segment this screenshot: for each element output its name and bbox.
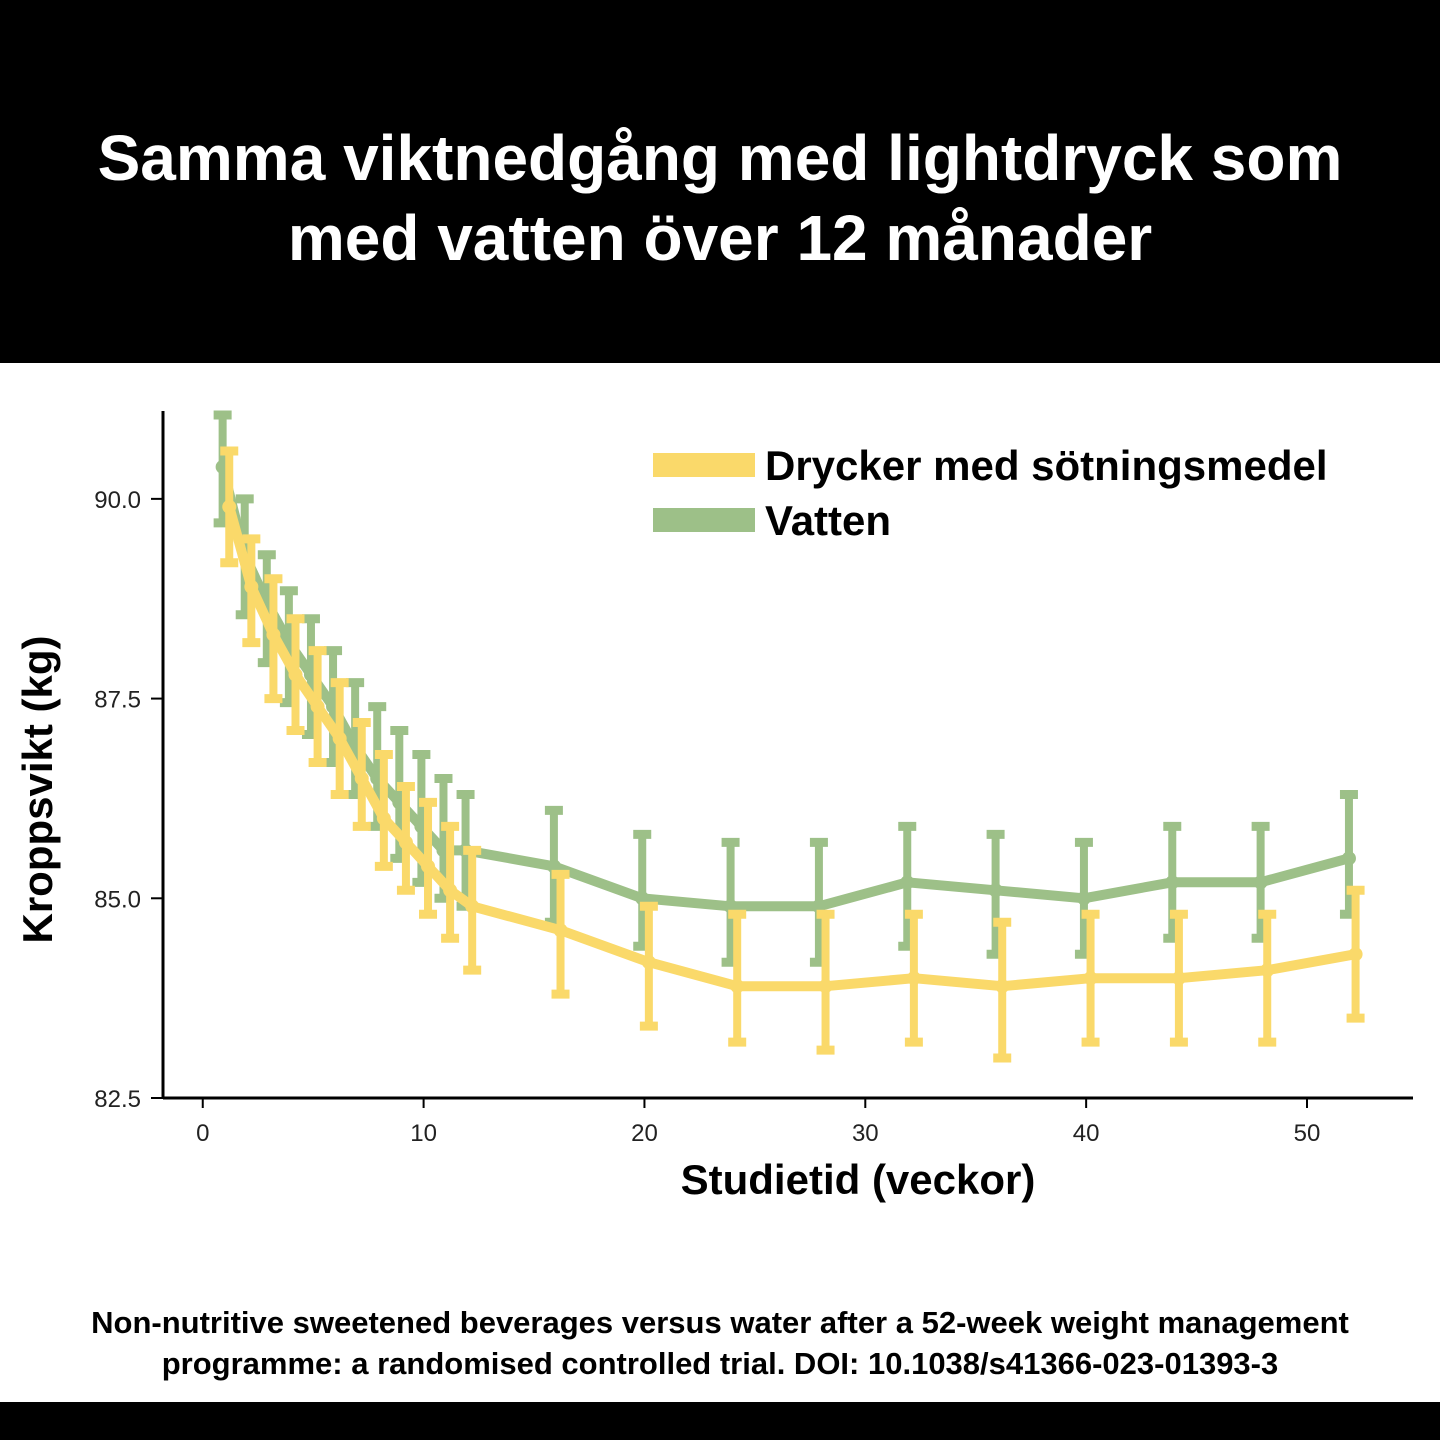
y-tick-label: 90.0 xyxy=(94,487,141,514)
data-point xyxy=(1348,947,1363,962)
data-point xyxy=(1253,875,1268,890)
x-tick-label: 0 xyxy=(196,1120,209,1147)
source-line-2: programme: a randomised controlled trial… xyxy=(161,1346,1279,1381)
x-tick-label: 10 xyxy=(410,1120,437,1147)
headline-line-2: med vatten över 12 månader xyxy=(287,202,1153,274)
data-point xyxy=(376,811,391,826)
data-point xyxy=(1341,851,1356,866)
y-tick-label: 82.5 xyxy=(94,1086,141,1113)
legend-swatch xyxy=(653,453,755,477)
header-banner: Samma viktnedgång med lightdryck som med… xyxy=(0,0,1440,363)
series-sotningsmedel xyxy=(220,446,1365,1063)
data-point xyxy=(288,667,303,682)
x-tick-label: 50 xyxy=(1294,1120,1321,1147)
data-point xyxy=(1260,963,1275,978)
legend-swatch xyxy=(653,508,755,532)
x-tick-label: 40 xyxy=(1073,1120,1100,1147)
x-tick-label: 30 xyxy=(852,1120,879,1147)
axes-layer xyxy=(161,411,1413,1100)
footer-bar xyxy=(0,1402,1440,1440)
source-citation: Non-nutritive sweetened beverages versus… xyxy=(20,1302,1420,1384)
data-point xyxy=(641,955,656,970)
data-point xyxy=(818,979,833,994)
series-layer xyxy=(213,410,1365,1063)
ticks-layer: 0 10 20 30 40 50 82.5 85.0 87.5 90.0 xyxy=(94,487,1320,1147)
data-point xyxy=(354,771,369,786)
series-line xyxy=(217,461,1354,912)
data-point xyxy=(1083,971,1098,986)
x-axis-title: Studietid (veckor) xyxy=(681,1156,1036,1203)
data-point xyxy=(310,699,325,714)
y-axis-title: Kroppsvikt (kg) xyxy=(14,635,61,943)
data-point xyxy=(1165,875,1180,890)
legend: Drycker med sötningsmedel Vatten xyxy=(653,442,1328,544)
data-point xyxy=(398,835,413,850)
data-point xyxy=(900,875,915,890)
data-point xyxy=(1076,891,1091,906)
legend-label: Drycker med sötningsmedel xyxy=(765,442,1328,489)
data-point xyxy=(244,579,259,594)
legend-label: Vatten xyxy=(765,497,891,544)
y-tick-label: 85.0 xyxy=(94,886,141,913)
series-line xyxy=(224,501,1361,992)
source-line-1: Non-nutritive sweetened beverages versus… xyxy=(91,1305,1349,1340)
headline-line-1: Samma viktnedgång med lightdryck som xyxy=(97,122,1343,194)
data-point xyxy=(421,859,436,874)
data-point xyxy=(553,923,568,938)
data-point xyxy=(995,979,1010,994)
data-point xyxy=(332,731,347,746)
data-point xyxy=(730,979,745,994)
data-point xyxy=(222,499,237,514)
data-point xyxy=(988,883,1003,898)
x-tick-label: 20 xyxy=(631,1120,658,1147)
data-point xyxy=(906,971,921,986)
weight-chart: 0 10 20 30 40 50 82.5 85.0 87.5 90.0 Studietid (v… xyxy=(14,410,1413,1203)
data-point xyxy=(266,627,281,642)
headline: Samma viktnedgång med lightdryck som med… xyxy=(40,118,1400,278)
y-tick-label: 87.5 xyxy=(94,687,141,714)
data-point xyxy=(1171,971,1186,986)
data-point xyxy=(465,899,480,914)
data-point xyxy=(443,883,458,898)
